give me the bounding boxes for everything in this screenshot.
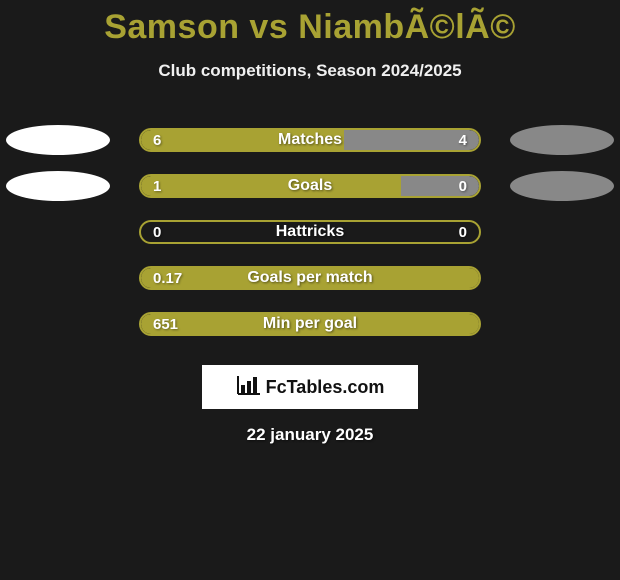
stat-bar: 651Min per goal — [139, 312, 481, 336]
bar-fill-left — [141, 268, 479, 288]
stat-value-left: 6 — [153, 132, 161, 149]
bar-fill-left — [141, 314, 479, 334]
stat-value-left: 1 — [153, 178, 161, 195]
snapshot-date: 22 january 2025 — [0, 425, 620, 445]
stat-value-right: 0 — [459, 178, 467, 195]
stat-row: 651Min per goal — [0, 301, 620, 347]
bar-fill-left — [141, 130, 344, 150]
stat-row: 0 0Hattricks — [0, 209, 620, 255]
stat-bar: 10Goals — [139, 174, 481, 198]
comparison-chart: 64Matches10Goals00Hattricks0.17Goals per… — [0, 117, 620, 347]
stat-value-right: 4 — [459, 132, 467, 149]
bar-chart-icon — [236, 374, 262, 401]
stat-label: Hattricks — [141, 223, 479, 241]
player-marker-left — [6, 125, 110, 155]
stat-bar: 0 0Hattricks — [139, 220, 481, 244]
stat-row: 10Goals — [0, 163, 620, 209]
page-subtitle: Club competitions, Season 2024/2025 — [0, 61, 620, 81]
bar-fill-right — [401, 176, 479, 196]
player-marker-right — [510, 125, 614, 155]
stat-value-left: 651 — [153, 316, 178, 333]
player-marker-left — [6, 171, 110, 201]
source-logo: FcTables.com — [202, 365, 418, 409]
page-title: Samson vs NiambÃ©lÃ© — [0, 0, 620, 47]
stat-value-left: 0.17 — [153, 270, 182, 287]
stat-row: 64Matches — [0, 117, 620, 163]
comparison-infographic: Samson vs NiambÃ©lÃ© Club competitions, … — [0, 0, 620, 580]
logo-text: FcTables.com — [266, 377, 385, 398]
stat-value-right: 0 — [459, 224, 467, 241]
stat-row: 0.17Goals per match — [0, 255, 620, 301]
stat-bar: 64Matches — [139, 128, 481, 152]
player-marker-right — [510, 171, 614, 201]
stat-bar: 0.17Goals per match — [139, 266, 481, 290]
stat-value-left: 0 — [153, 224, 161, 241]
bar-fill-left — [141, 176, 401, 196]
